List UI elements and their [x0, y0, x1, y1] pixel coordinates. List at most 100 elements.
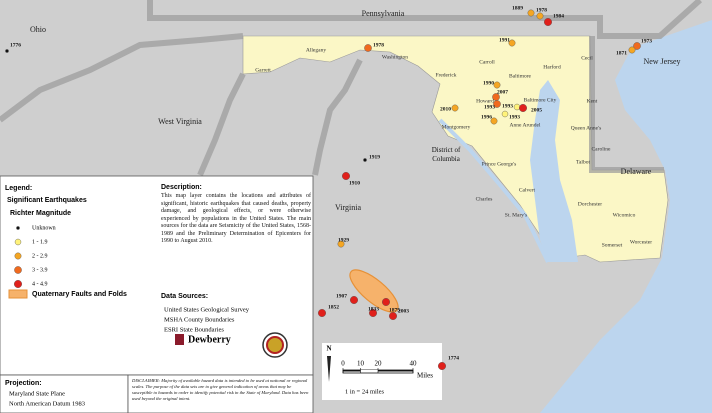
county-label: Prince George's [482, 161, 517, 167]
projection-line: North American Datum 1983 [9, 400, 85, 407]
earthquake-point [536, 12, 544, 20]
county-label: Calvert [519, 187, 536, 193]
state-label: District of Columbia [431, 146, 461, 163]
state-label: Delaware [621, 167, 652, 176]
county-label: St. Mary's [505, 212, 527, 218]
earthquake-point [382, 298, 391, 307]
earthquake-year: 1774 [448, 355, 459, 361]
data-source: United States Geological Survey [164, 306, 250, 313]
legend-label: 2 - 2.9 [32, 253, 48, 259]
earthquake-year: 1852 [328, 304, 339, 310]
earthquake-year: 1978 [536, 7, 547, 13]
state-border [197, 72, 246, 177]
county-label: Somerset [602, 242, 623, 248]
county-label: Harford [543, 63, 561, 70]
earthquake-point [364, 44, 372, 52]
legend-symbol [13, 280, 22, 289]
data-source: MSHA County Boundaries [164, 316, 235, 323]
legend-label: 4 - 4.9 [32, 281, 48, 287]
county-label: Queen Anne's [571, 125, 601, 131]
disclaimer: DISCLAIMER: Majority of available hazard… [132, 378, 309, 401]
scale-segment [360, 370, 378, 372]
county-label: Wicomico [613, 212, 636, 218]
state-border [147, 0, 703, 39]
legend-magnitude-title: Richter Magnitude [10, 210, 71, 217]
state-border [312, 58, 363, 176]
projection-panel [0, 374, 129, 413]
legend-symbol [14, 252, 22, 260]
county-label: Caroline [592, 146, 611, 152]
county-label: Garrett [255, 67, 271, 73]
county-label: Howard [476, 98, 494, 104]
earthquake-year: 1871 [616, 50, 627, 56]
earthquake-year: 2010 [440, 106, 451, 112]
earthquake-year: 1889 [512, 5, 523, 11]
county-label: Baltimore City [524, 97, 557, 103]
county-label: Frederick [435, 72, 456, 78]
earthquake-year: 1907 [336, 293, 347, 299]
dewberry-logo: Dewberry [188, 334, 231, 345]
earthquake-point [544, 18, 553, 27]
county-label: Montgomery [442, 124, 471, 130]
legend-label: 3 - 3.9 [32, 267, 48, 273]
earthquake-year: 1833 [368, 306, 379, 312]
scale-tick-label: 20 [375, 360, 383, 368]
description-title: Description: [161, 184, 202, 191]
legend-fault-swatch [8, 289, 28, 299]
county-label: Baltimore [509, 73, 532, 79]
earthquake-year: 2003 [398, 308, 409, 314]
legend-symbol [14, 238, 22, 246]
earthquake-point [5, 49, 9, 53]
state-border [0, 33, 244, 123]
earthquake-year: 1993 [484, 104, 495, 110]
earthquake-year: 1973 [641, 38, 652, 44]
earthquake-year: 1996 [481, 114, 492, 120]
state-border [589, 36, 664, 173]
earthquake-point [451, 104, 459, 112]
earthquake-point [633, 42, 641, 50]
legend-faults: Quaternary Faults and Folds [32, 291, 127, 298]
legend-title: Legend: [5, 185, 32, 192]
earthquake-point [493, 100, 501, 108]
data-source: ESRI State Boundaries [164, 326, 224, 333]
earthquake-point [369, 309, 378, 318]
earthquake-point [493, 81, 501, 89]
county-label: Allegany [306, 47, 326, 53]
earthquake-point [508, 39, 516, 47]
earthquake-year: 1776 [10, 42, 21, 48]
state-label: Ohio [30, 25, 46, 34]
scale-segment [378, 370, 413, 372]
earthquake-point [628, 46, 636, 54]
county-label: Kent [587, 98, 598, 104]
earthquake-point [342, 171, 351, 180]
earthquake-point [337, 240, 345, 248]
state-label: West Virginia [158, 117, 202, 126]
legend-symbol [16, 226, 20, 230]
north-arrow [327, 356, 331, 382]
earthquake-year: 1875 [389, 307, 400, 313]
county-label: Cecil [581, 55, 593, 61]
legend-label: Unknown [32, 225, 56, 231]
disclaimer-panel [127, 374, 314, 413]
earthquake-point [513, 103, 521, 111]
earthquake-year: 1929 [338, 237, 349, 243]
county-label: Washington [382, 54, 408, 60]
earthquake-point [501, 110, 509, 118]
data-sources-title: Data Sources: [161, 293, 208, 300]
projection-title: Projection: [5, 380, 42, 387]
county-label: Charles [476, 196, 493, 202]
earthquake-year: 1993 [502, 103, 513, 109]
county-label: Dorchester [578, 201, 602, 207]
legend-symbol [14, 266, 22, 274]
projection-line: Maryland State Plane [9, 390, 65, 397]
scale-tick-label: 0 [341, 360, 345, 368]
earthquake-point [490, 117, 498, 125]
earthquake-point [519, 103, 528, 112]
earthquake-point [363, 158, 367, 162]
legend-subtitle: Significant Earthquakes [7, 197, 87, 204]
earthquake-year: 1993 [509, 114, 520, 120]
north-label: N [326, 345, 331, 353]
earthquake-point [350, 296, 359, 305]
